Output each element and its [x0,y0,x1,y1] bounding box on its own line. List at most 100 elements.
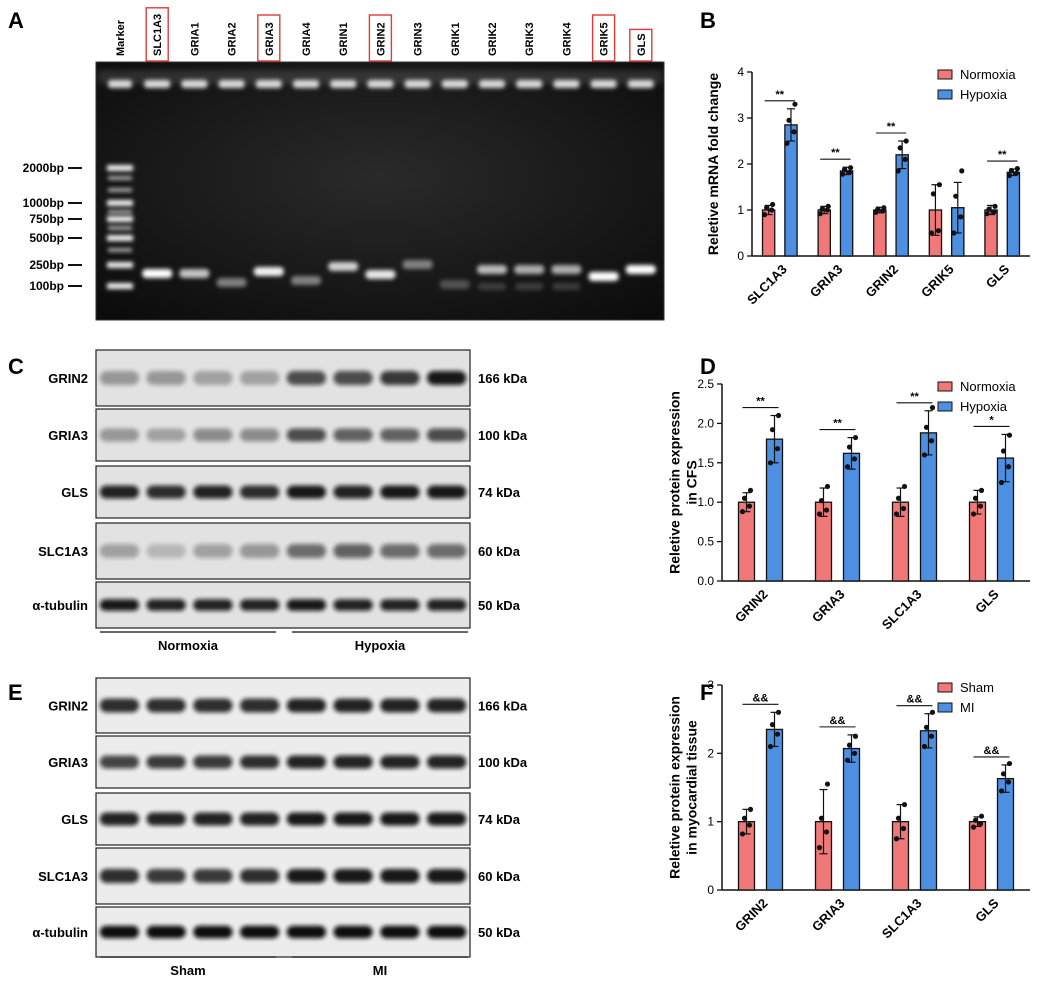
data-point [816,845,823,851]
ladder-band [107,216,133,222]
data-point [959,168,965,174]
gel-bands [107,165,656,290]
significance-marker: ** [776,89,785,101]
data-point [784,140,790,146]
gel-band [625,265,656,274]
data-point [970,511,977,517]
blot-size-label: 100 kDa [478,755,528,770]
blot-size-label: 74 kDa [478,485,521,500]
panel-label-f: F [700,680,713,705]
bar [996,777,1015,891]
blot-protein-label: SLC1A3 [38,869,88,884]
data-point [970,824,977,830]
blot-band [286,755,327,769]
data-point [770,201,776,208]
blot-band [426,371,467,385]
blot-band [99,698,140,713]
data-point [953,193,959,199]
data-point [786,117,792,123]
gel-lane-label: GRIA4 [301,22,313,57]
data-point [936,182,943,188]
blot-band [286,371,327,385]
blot-band [99,428,140,442]
gel-band-faint [515,283,544,290]
lane-label-text: SLC1A3 [152,14,164,56]
highlight-box [145,7,169,62]
blot-band [146,371,186,385]
significance-marker: ** [998,149,1007,161]
gel-lane-label: GRIA3 [257,14,281,62]
gel-wells [98,70,662,88]
highlight-box [629,28,653,62]
blot-band [333,925,373,939]
ladder-band [107,283,133,289]
blot-protein-label: α-tubulin [32,925,88,940]
blot-band [193,485,233,499]
data-point [823,829,830,835]
blot-band [286,812,327,826]
blot-band [380,544,420,558]
blot-row: GLS 74 kDa [61,465,521,519]
bar [765,728,784,891]
bar [737,501,756,582]
blot-band [193,869,233,883]
blot-band [380,698,420,713]
ladder-band [108,176,132,180]
data-point [928,438,935,444]
ladder-label: 100bp [29,279,64,293]
data-point [769,427,776,433]
y-tick-label: 1.0 [697,495,714,509]
data-point [747,487,754,493]
blot-band [380,812,420,826]
data-point [881,205,887,211]
data-point [930,191,937,197]
blot-band [99,755,140,769]
data-point [747,806,754,812]
y-tick-label: 1 [737,203,744,217]
significance-marker: ** [887,121,896,133]
blot-band [99,371,140,385]
blot-band [333,869,373,883]
bar [1006,171,1021,257]
ladder-label: 250bp [29,258,64,272]
gel-lane-label: GRIK5 [591,14,616,62]
ladder-band [107,235,133,241]
blot-size-label: 166 kDa [478,699,528,714]
data-point [851,750,858,756]
blot-band [193,698,233,713]
agarose-gel-panel: Marker SLC1A3 GRIA1 GRIA2 GRIA3 GRIA4 GRIN1 GRI… [23,7,665,321]
ladder-band [108,226,132,230]
data-point [818,498,825,504]
data-point [774,446,781,452]
legend-label: Hypoxia [960,399,1008,414]
data-point [929,709,936,715]
data-point [816,511,823,517]
data-point [846,444,853,450]
blot-band [99,544,140,558]
data-point [846,742,853,748]
category-label: GRIN2 [862,262,901,301]
ladder-label: 2000bp [23,161,64,175]
category-label: SLC1A3 [879,896,925,942]
lane-label-text: GRIK4 [561,22,573,57]
blot-band [193,544,233,558]
data-point [928,733,935,739]
data-point [928,230,935,236]
category-label: GLS [972,895,1002,925]
blot-row: SLC1A3 60 kDa [38,522,521,580]
legend-label: Hypoxia [960,87,1008,102]
highlight-box [368,14,393,62]
legend-swatch [937,702,953,713]
data-point [893,511,900,517]
ladder-label: 500bp [29,231,64,245]
legend-label: Normoxia [960,379,1016,394]
blot-band [380,371,420,385]
gel-lane-label: GRIK4 [561,22,573,57]
gel-lane-label: GRIA2 [227,22,239,56]
gel-lane-label: GLS [629,28,653,62]
data-point [775,709,782,715]
data-point [741,495,748,501]
blot-size-label: 50 kDa [478,925,521,940]
blot-band [333,698,373,713]
gel-lane-label: SLC1A3 [145,7,169,62]
